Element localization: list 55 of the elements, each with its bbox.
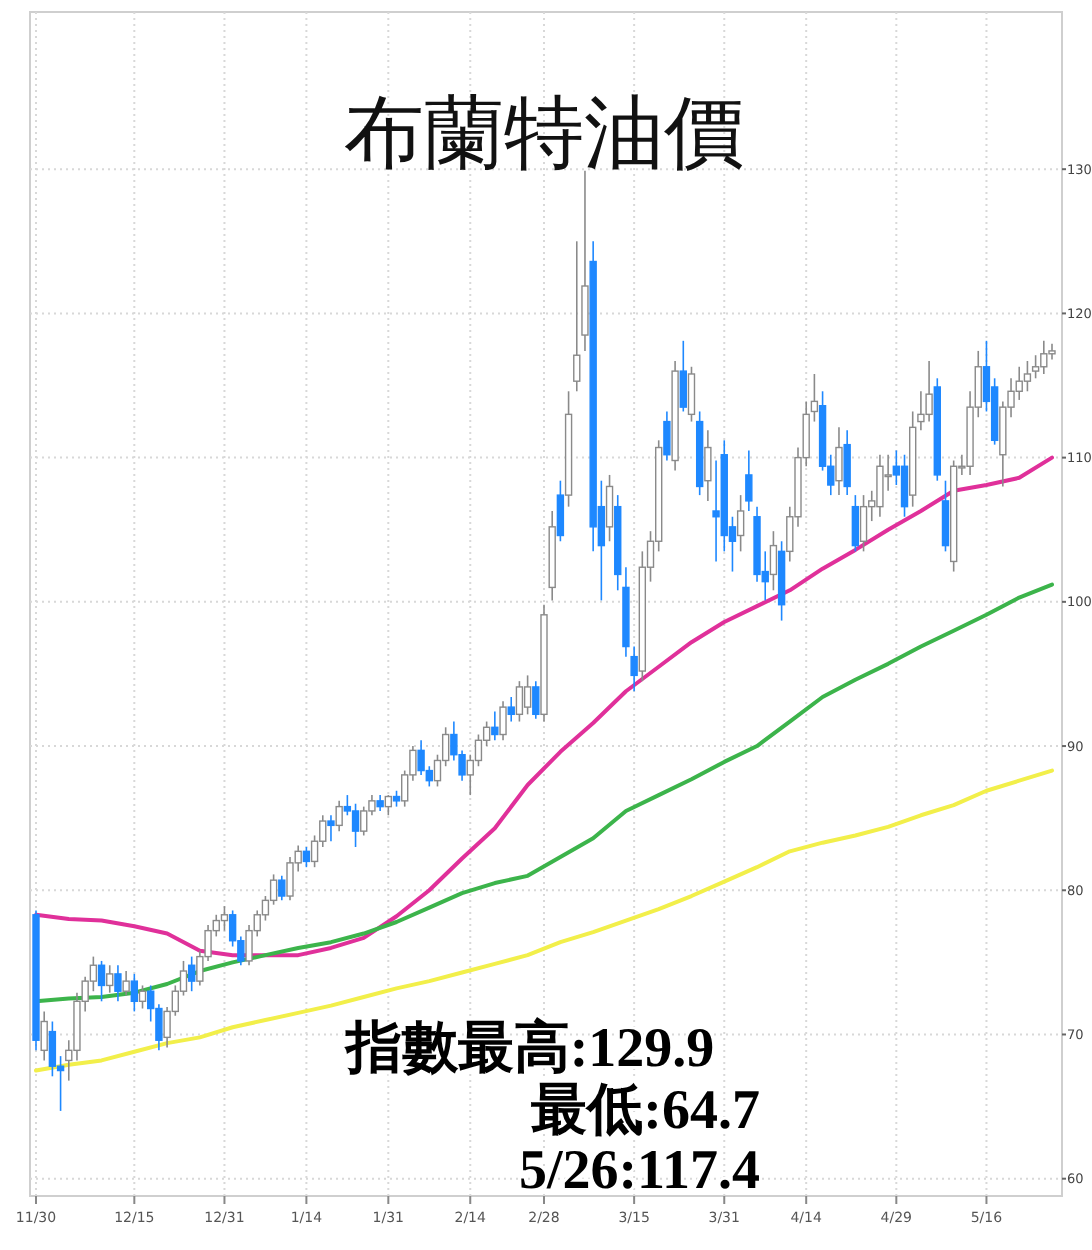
candlestick xyxy=(40,1010,48,1062)
candlestick xyxy=(302,846,311,868)
candlestick xyxy=(663,410,671,462)
candlestick xyxy=(474,733,483,768)
candlestick xyxy=(515,680,524,723)
candlestick xyxy=(499,700,507,742)
candlestick xyxy=(573,240,581,393)
candlestick xyxy=(925,360,933,423)
candlestick xyxy=(335,800,343,832)
candlestick xyxy=(851,494,860,553)
annotation: 5/26:117.4 xyxy=(518,1140,760,1202)
candlestick xyxy=(810,373,819,423)
candlestick xyxy=(843,429,851,496)
candlestick xyxy=(605,474,614,543)
line-series xyxy=(34,455,1054,958)
candlestick xyxy=(556,479,565,543)
annotation: 指數最高:129.9 xyxy=(343,1016,715,1080)
candlestick xyxy=(1040,340,1048,375)
candlestick xyxy=(769,530,778,592)
candlestick xyxy=(122,970,130,997)
candlestick xyxy=(138,984,147,1010)
candlestick xyxy=(532,680,540,720)
candlestick xyxy=(900,453,909,518)
annotation: 最低:64.7 xyxy=(529,1080,760,1142)
candlestick xyxy=(48,1020,57,1078)
candlestick xyxy=(523,674,532,716)
candlestick xyxy=(327,814,335,843)
candlestick xyxy=(130,973,139,1013)
candlestick xyxy=(736,494,745,553)
text: 布蘭特油價 xyxy=(344,88,744,180)
candlestick xyxy=(704,429,712,502)
candlestick xyxy=(745,449,753,512)
candlestick xyxy=(106,964,114,994)
candlestick xyxy=(712,459,720,563)
candlestick xyxy=(835,426,843,496)
candlestick xyxy=(859,494,868,553)
candlestick xyxy=(876,453,884,518)
candlestick xyxy=(1031,354,1040,380)
candlestick xyxy=(941,479,950,553)
candlestick xyxy=(507,696,515,723)
candlestick xyxy=(278,875,286,902)
candlestick xyxy=(360,805,368,837)
candlestick xyxy=(114,964,122,1003)
candlestick xyxy=(687,365,696,423)
candlestick xyxy=(97,960,106,1003)
candlestick xyxy=(187,955,196,993)
candlestick xyxy=(491,710,499,742)
candlestick xyxy=(384,794,393,817)
line-series xyxy=(34,768,1054,1073)
candlestick xyxy=(1015,365,1023,401)
candlestick xyxy=(1023,360,1032,393)
candlestick xyxy=(220,905,229,932)
candlestick xyxy=(679,340,687,413)
line-series xyxy=(34,582,1054,1004)
candlestick xyxy=(351,802,360,848)
